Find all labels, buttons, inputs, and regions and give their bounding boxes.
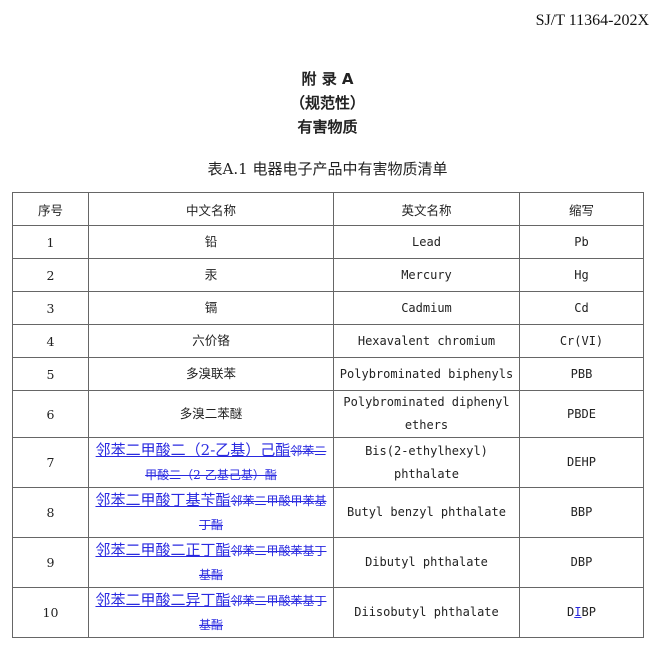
en-name: Bis(2-ethylhexyl) phthalate bbox=[333, 437, 520, 488]
cn-name-deleted: 邻苯二甲酸二（2-乙基己基）酯 bbox=[145, 444, 327, 482]
standard-code: SJ/T 11364-202X bbox=[535, 12, 649, 29]
abbr-cell: Cr(VI) bbox=[519, 324, 644, 358]
row-no: 3 bbox=[12, 291, 89, 325]
abbr: Cr(VI) bbox=[559, 333, 604, 348]
hazardous-substances-table: 序号 中文名称 英文名称 缩写 1 铅 Lead Pb 2 汞 Mercury H… bbox=[12, 192, 644, 638]
abbr-cell: DBP bbox=[519, 537, 644, 588]
abbr: DBP bbox=[570, 555, 593, 569]
appendix-title: 附 录 A bbox=[301, 70, 354, 88]
cn-name-deleted: 邻苯二甲酸甲苯基丁酯 bbox=[198, 494, 327, 532]
table-row: 10 邻苯二甲酸二异丁酯邻苯二甲酸苯基丁基酯 Diisobutyl phthal… bbox=[12, 587, 644, 638]
table-row: 1 铅 Lead Pb bbox=[12, 225, 644, 259]
cn-name: 汞 bbox=[204, 267, 218, 282]
header-cn-name: 中文名称 bbox=[88, 192, 334, 226]
abbr-part: BP bbox=[581, 605, 596, 619]
row-no: 10 bbox=[12, 587, 89, 638]
row-no: 8 bbox=[12, 487, 89, 538]
table-row: 2 汞 Mercury Hg bbox=[12, 258, 644, 292]
abbr: BBP bbox=[570, 505, 593, 519]
table-row: 3 镉 Cadmium Cd bbox=[12, 291, 644, 325]
en-name: Butyl benzyl phthalate bbox=[333, 487, 520, 538]
en-name: Lead bbox=[333, 225, 520, 259]
table-row: 9 邻苯二甲酸二正丁酯邻苯二甲酸苯基丁基酯 Dibutyl phthalate … bbox=[12, 537, 644, 588]
abbr-inserted: I bbox=[574, 605, 582, 619]
row-no: 5 bbox=[12, 357, 89, 391]
en-name: Mercury bbox=[333, 258, 520, 292]
cn-name-deleted: 邻苯二甲酸苯基丁基酯 bbox=[198, 544, 327, 582]
row-no: 4 bbox=[12, 324, 89, 358]
cn-name-cell: 铅 bbox=[88, 225, 334, 259]
row-no: 7 bbox=[12, 437, 89, 488]
header-abbr: 缩写 bbox=[519, 192, 644, 226]
abbr-cell: BBP bbox=[519, 487, 644, 538]
abbr: Hg bbox=[574, 267, 589, 282]
table-row: 7 邻苯二甲酸二（2-乙基）己酯邻苯二甲酸二（2-乙基己基）酯 Bis(2-et… bbox=[12, 437, 644, 488]
cn-name-cell: 多溴二苯醚 bbox=[88, 390, 334, 438]
abbr-part: D bbox=[567, 605, 575, 619]
abbr: DEHP bbox=[567, 455, 596, 469]
header-en-name: 英文名称 bbox=[333, 192, 520, 226]
cn-name-cell: 多溴联苯 bbox=[88, 357, 334, 391]
cn-name-cell: 镉 bbox=[88, 291, 334, 325]
abbr-cell: Pb bbox=[519, 225, 644, 259]
cn-name-cell: 邻苯二甲酸丁基苄酯邻苯二甲酸甲苯基丁酯 bbox=[88, 487, 334, 538]
en-name: Cadmium bbox=[333, 291, 520, 325]
cn-name-inserted: 邻苯二甲酸二异丁酯 bbox=[95, 591, 231, 609]
cn-name: 镉 bbox=[204, 300, 218, 315]
abbr-cell: PBDE bbox=[519, 390, 644, 438]
table-row: 5 多溴联苯 Polybrominated biphenyls PBB bbox=[12, 357, 644, 391]
cn-name-inserted: 邻苯二甲酸丁基苄酯 bbox=[95, 491, 231, 509]
table-header-row: 序号 中文名称 英文名称 缩写 bbox=[12, 192, 644, 226]
table-row: 8 邻苯二甲酸丁基苄酯邻苯二甲酸甲苯基丁酯 Butyl benzyl phtha… bbox=[12, 487, 644, 538]
row-no: 1 bbox=[12, 225, 89, 259]
table-row: 4 六价铬 Hexavalent chromium Cr(VI) bbox=[12, 324, 644, 358]
abbr-cell: Hg bbox=[519, 258, 644, 292]
abbr: PBB bbox=[570, 366, 593, 381]
table-caption: 表A.1 电器电子产品中有害物质清单 bbox=[207, 160, 448, 178]
abbr-cell: Cd bbox=[519, 291, 644, 325]
cn-name-cell: 邻苯二甲酸二异丁酯邻苯二甲酸苯基丁基酯 bbox=[88, 587, 334, 638]
row-no: 9 bbox=[12, 537, 89, 588]
en-name: Diisobutyl phthalate bbox=[333, 587, 520, 638]
abbr-cell: DEHP bbox=[519, 437, 644, 488]
cn-name-inserted: 邻苯二甲酸二（2-乙基）己酯 bbox=[95, 441, 291, 459]
cn-name-cell: 汞 bbox=[88, 258, 334, 292]
row-no: 2 bbox=[12, 258, 89, 292]
header-no: 序号 bbox=[12, 192, 89, 226]
table-row: 6 多溴二苯醚 Polybrominated diphenyl ethers P… bbox=[12, 390, 644, 438]
appendix-subject: 有害物质 bbox=[297, 118, 358, 136]
abbr-cell: PBB bbox=[519, 357, 644, 391]
cn-name: 多溴二苯醚 bbox=[179, 406, 243, 421]
en-name: Hexavalent chromium bbox=[333, 324, 520, 358]
cn-name-cell: 邻苯二甲酸二正丁酯邻苯二甲酸苯基丁基酯 bbox=[88, 537, 334, 588]
cn-name: 铅 bbox=[204, 234, 218, 249]
row-no: 6 bbox=[12, 390, 89, 438]
cn-name-inserted: 邻苯二甲酸二正丁酯 bbox=[95, 541, 231, 559]
cn-name: 多溴联苯 bbox=[185, 366, 236, 381]
cn-name-deleted: 邻苯二甲酸苯基丁基酯 bbox=[198, 594, 327, 632]
abbr: PBDE bbox=[567, 406, 596, 421]
cn-name-cell: 六价铬 bbox=[88, 324, 334, 358]
abbr-cell: DIBP bbox=[519, 587, 644, 638]
appendix-nature: （规范性） bbox=[289, 94, 365, 112]
en-name: Dibutyl phthalate bbox=[333, 537, 520, 588]
abbr: Pb bbox=[574, 234, 589, 249]
abbr: Cd bbox=[574, 300, 589, 315]
en-name: Polybrominated biphenyls bbox=[333, 357, 520, 391]
cn-name-cell: 邻苯二甲酸二（2-乙基）己酯邻苯二甲酸二（2-乙基己基）酯 bbox=[88, 437, 334, 488]
en-name: Polybrominated diphenyl ethers bbox=[333, 390, 520, 438]
cn-name: 六价铬 bbox=[192, 333, 230, 348]
